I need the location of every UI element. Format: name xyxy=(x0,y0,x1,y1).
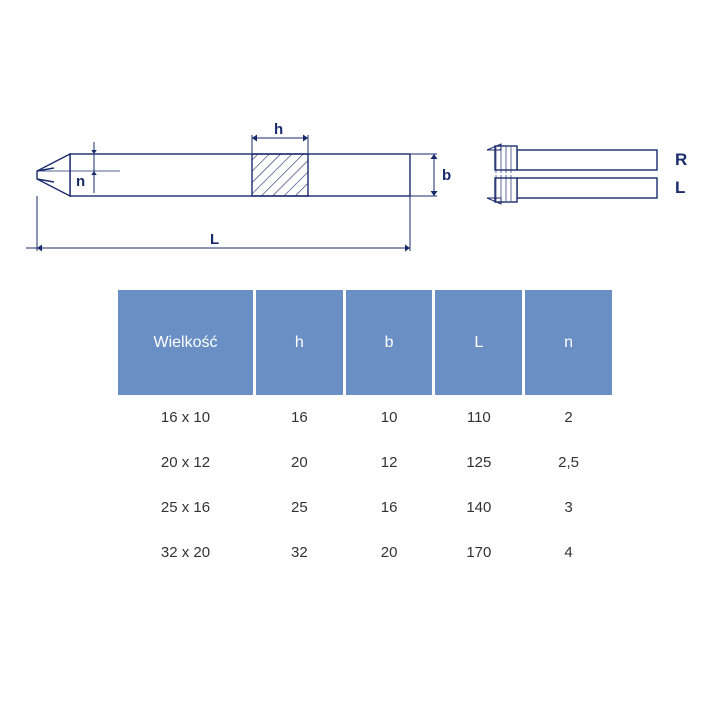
svg-text:L: L xyxy=(675,178,685,197)
col-header-n: n xyxy=(525,290,612,395)
svg-text:b: b xyxy=(442,167,451,184)
col-header-b: b xyxy=(346,290,433,395)
svg-text:R: R xyxy=(675,150,687,169)
svg-text:L: L xyxy=(210,231,219,248)
svg-text:h: h xyxy=(274,121,283,138)
col-header-wielkość: Wielkość xyxy=(118,290,253,395)
table-row: 20 x 1220121252,5 xyxy=(118,440,612,485)
table-row: 32 x 2032201704 xyxy=(118,530,612,575)
col-header-h: h xyxy=(256,290,343,395)
table-row: 16 x 1016101102 xyxy=(118,395,612,440)
table-row: 25 x 1625161403 xyxy=(118,485,612,530)
svg-text:n: n xyxy=(76,173,85,190)
dimensions-table: WielkośćhbLn 16 x 101610110220 x 1220121… xyxy=(115,290,615,575)
technical-diagram: hbnLRL xyxy=(20,120,710,290)
col-header-l: L xyxy=(435,290,522,395)
